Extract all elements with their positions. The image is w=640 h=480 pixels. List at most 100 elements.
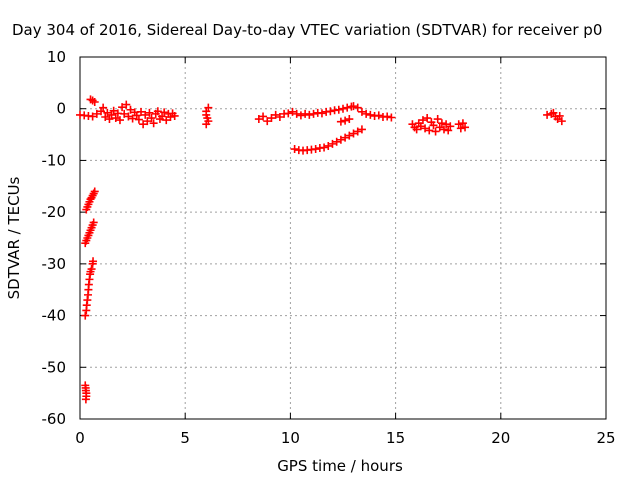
data-point (170, 111, 179, 120)
x-axis-label: GPS time / hours (277, 457, 403, 475)
x-tick-label: 25 (596, 429, 615, 447)
data-point (128, 114, 137, 123)
data-point (292, 109, 301, 118)
data-point (147, 114, 156, 123)
data-point (442, 120, 451, 129)
chart-title: Day 304 of 2016, Sidereal Day-to-day VTE… (12, 21, 602, 39)
data-point (317, 109, 326, 118)
data-point (90, 187, 99, 196)
data-point (343, 103, 352, 112)
data-points (76, 95, 566, 404)
data-point (444, 126, 453, 135)
data-point (557, 117, 566, 126)
data-point (88, 112, 97, 121)
y-tick-label: 10 (47, 48, 66, 66)
data-point (153, 107, 162, 116)
data-point (90, 97, 99, 106)
y-tick-label: -50 (42, 358, 67, 376)
data-point (332, 137, 341, 146)
y-tick-label: 0 (56, 100, 66, 118)
data-point (162, 116, 171, 125)
data-point (296, 111, 305, 120)
y-tick-label: -10 (42, 151, 67, 169)
data-point (267, 114, 276, 123)
x-tick-label: 10 (281, 429, 300, 447)
data-point (353, 103, 362, 112)
data-point (290, 145, 299, 154)
data-point (145, 108, 154, 117)
data-point (421, 124, 430, 133)
x-tick-label: 5 (180, 429, 190, 447)
grid (80, 57, 606, 419)
data-point (120, 109, 129, 118)
data-point (387, 113, 396, 122)
data-point (309, 109, 318, 118)
data-point (425, 126, 434, 135)
data-point (311, 145, 320, 154)
data-point (431, 127, 440, 136)
data-point (341, 133, 350, 142)
data-point (109, 106, 118, 115)
data-point (324, 141, 333, 150)
y-tick-label: -30 (42, 255, 67, 273)
data-point (555, 111, 564, 120)
data-point (204, 103, 213, 112)
data-point (345, 131, 354, 140)
data-point (437, 119, 446, 128)
data-point (288, 107, 297, 116)
data-point (416, 122, 425, 131)
data-point (435, 123, 444, 132)
data-point (124, 112, 133, 121)
data-point (353, 127, 362, 136)
plot-frame (79, 56, 607, 420)
data-point (366, 110, 375, 119)
data-point (345, 115, 354, 124)
y-tick-label: -40 (42, 307, 67, 325)
data-point (89, 218, 98, 227)
data-point (454, 120, 463, 129)
data-point (158, 112, 167, 121)
data-point (461, 123, 470, 132)
data-point (101, 112, 110, 121)
data-point (429, 121, 438, 130)
data-point (275, 112, 284, 121)
data-point (433, 115, 442, 124)
data-point (263, 117, 272, 126)
data-point (458, 119, 467, 128)
data-point (456, 124, 465, 133)
data-point (89, 257, 98, 266)
ticks: 0 5 10 15 20 25 10 0 -10 -20 -30 -40 -50 -60 (42, 48, 616, 447)
data-point (328, 139, 337, 148)
data-point (446, 122, 455, 131)
data-point (336, 135, 345, 144)
data-point (81, 311, 90, 320)
data-point (202, 120, 211, 129)
data-point (143, 117, 152, 126)
data-point (149, 119, 158, 128)
data-point (115, 116, 124, 125)
data-point (412, 125, 421, 134)
data-point (374, 111, 383, 120)
data-point (254, 115, 263, 124)
data-point (301, 109, 310, 118)
data-point (362, 109, 371, 118)
y-tick-label: -20 (42, 203, 67, 221)
y-tick-label: -60 (42, 410, 67, 428)
data-point (141, 110, 150, 119)
x-tick-label: 15 (386, 429, 405, 447)
data-point (103, 108, 112, 117)
data-point (87, 265, 96, 274)
x-tick-label: 20 (491, 429, 510, 447)
y-axis-label: SDTVAR / TECUs (5, 176, 23, 299)
data-point (357, 125, 366, 134)
data-point (284, 109, 293, 118)
data-point (105, 115, 114, 124)
data-point (543, 110, 552, 119)
data-point (99, 103, 108, 112)
data-point (111, 114, 120, 123)
data-point (349, 129, 358, 138)
data-point (271, 110, 280, 119)
data-point (320, 143, 329, 152)
